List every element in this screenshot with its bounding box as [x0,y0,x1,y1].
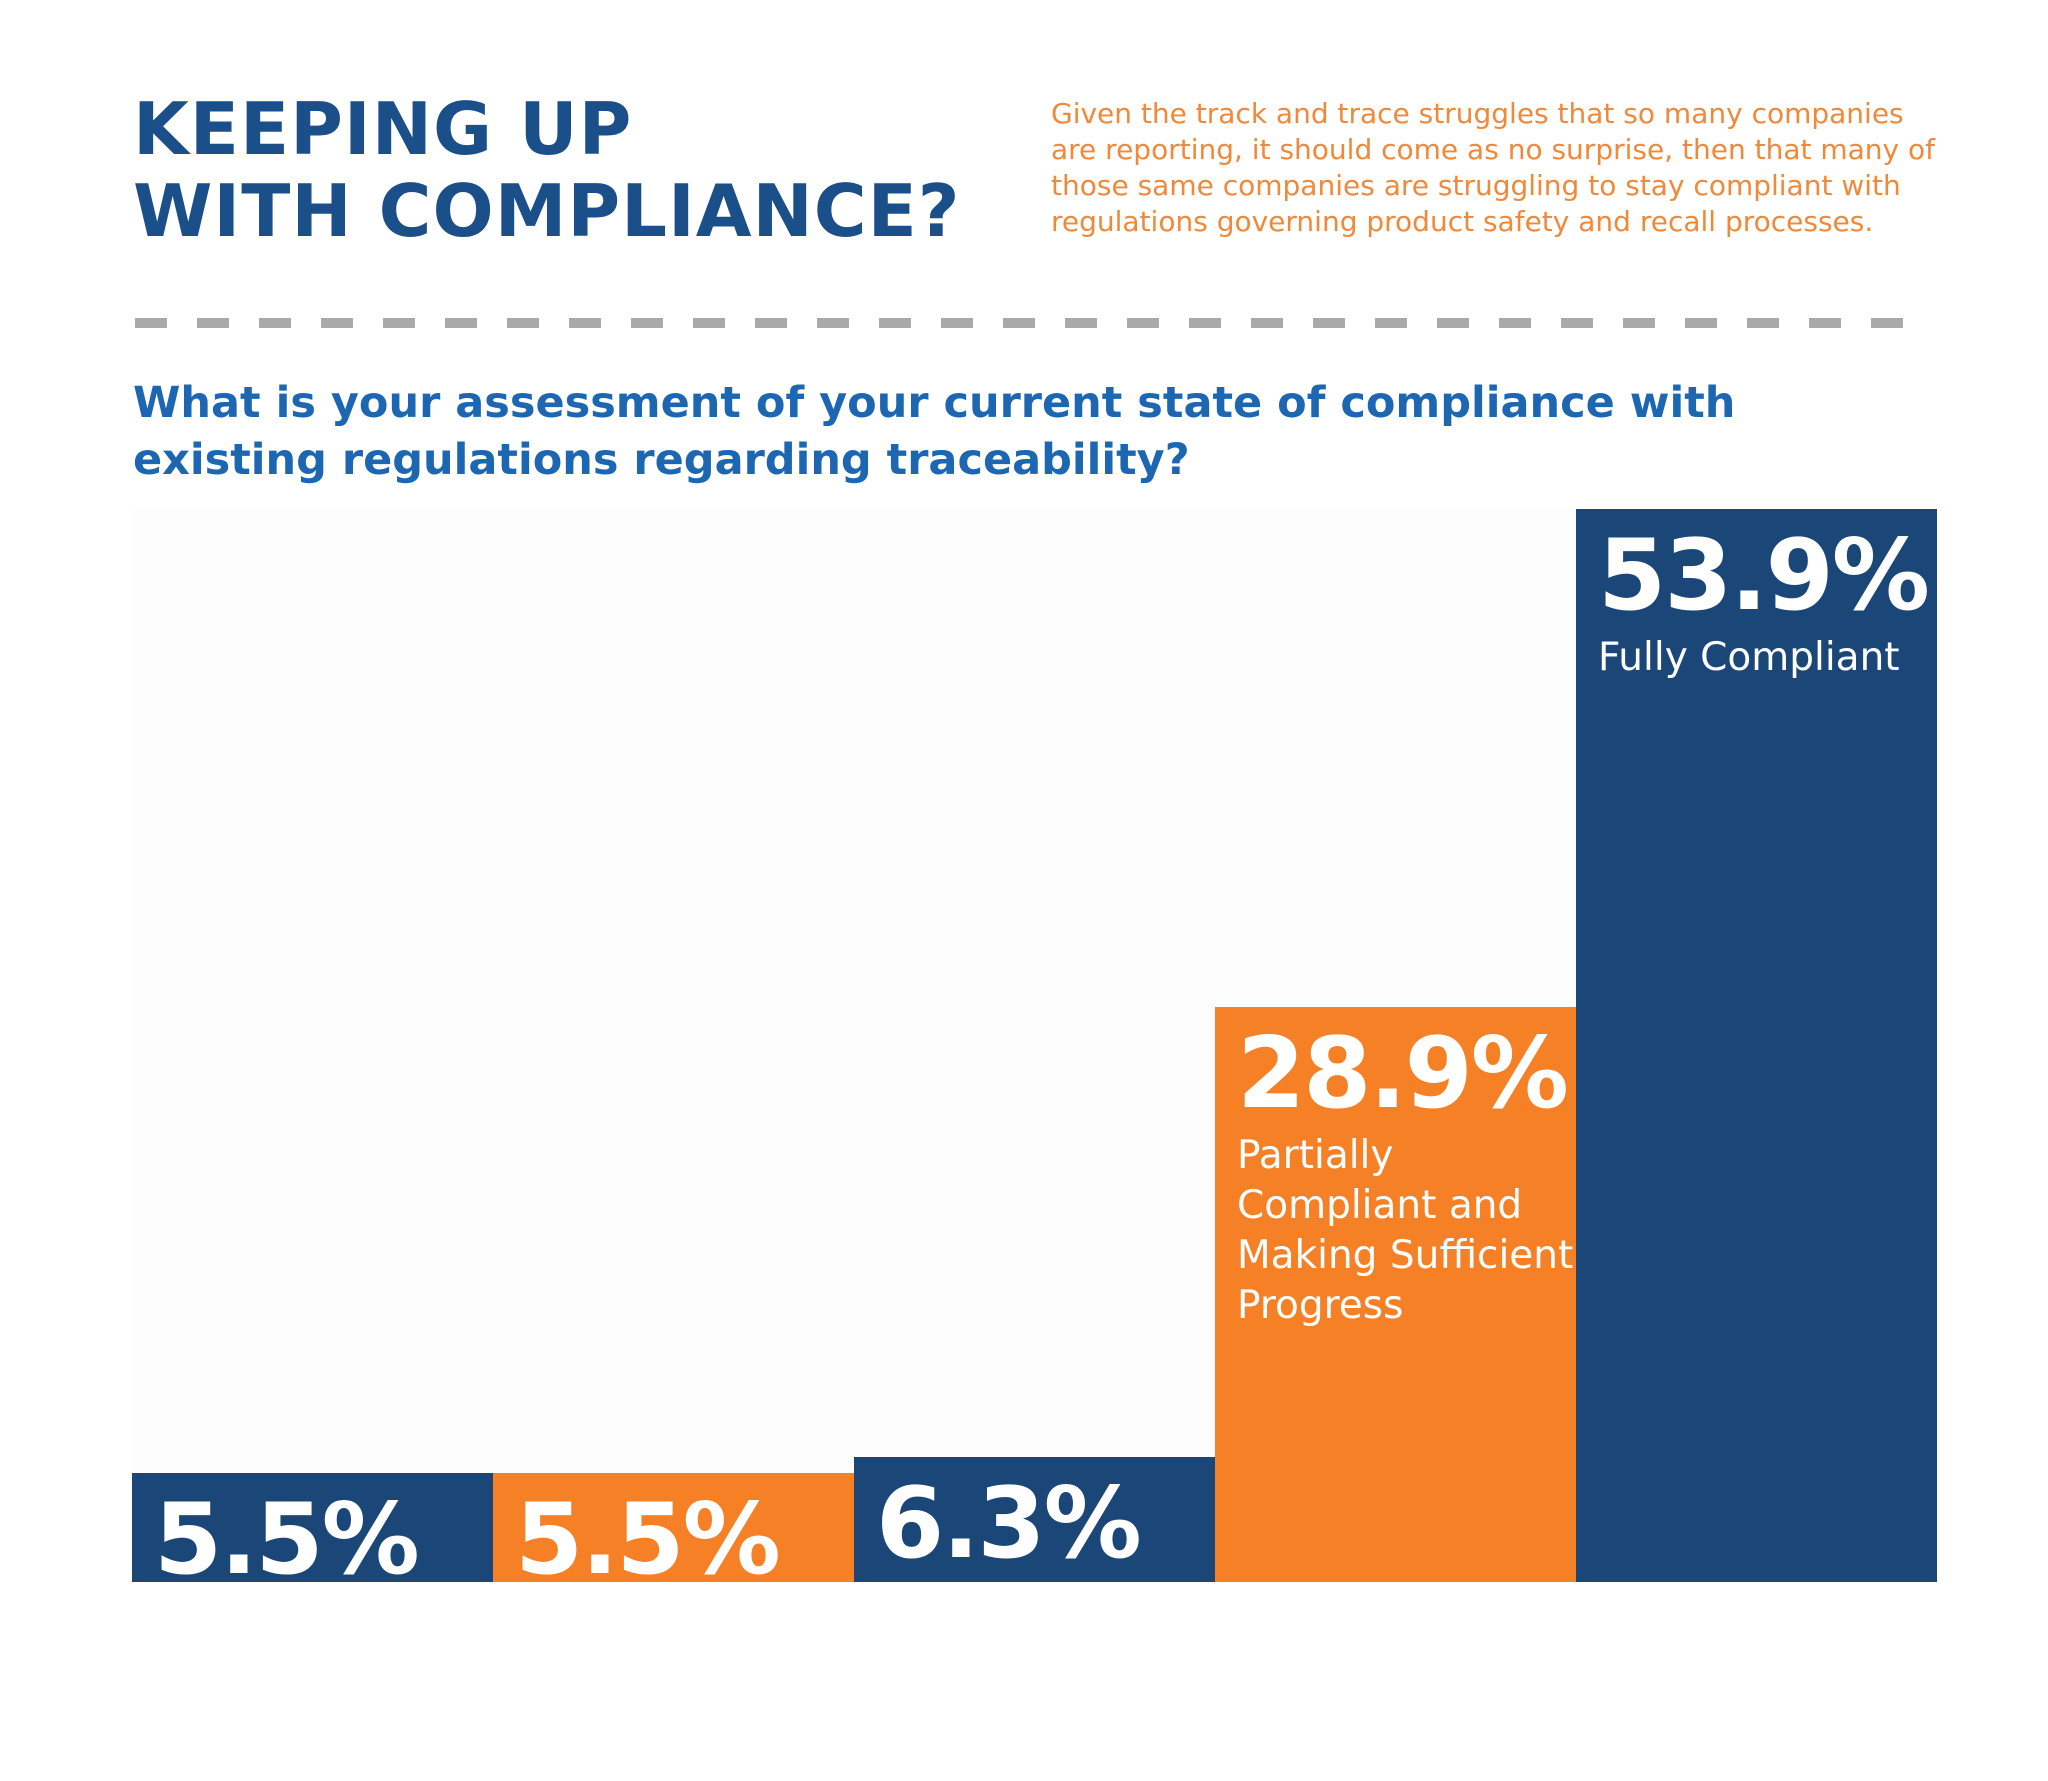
bar-value-label: 5.5% [515,1483,781,1597]
survey-question: What is your assessment of your current … [133,378,1736,485]
bar-value-label: 28.9% [1237,1017,1569,1131]
infographic-page: KEEPING UP WITH COMPLIANCE? Given the tr… [132,88,1938,1778]
bar-category-label: Fully Compliant [1598,635,1900,680]
bar-partially-compliant-and-making-sufficient-progress: 28.9% Partially Compliant and Making Suff… [1215,1007,1576,1582]
page-title-line-1: KEEPING UP [133,87,633,171]
bar-not-compliant: 5.5% Not Compliant [493,1473,854,1644]
bar-value-label: 6.3% [876,1467,1142,1581]
page-title-line-2: WITH COMPLIANCE? [133,169,961,253]
bar-value-label: 53.9% [1598,519,1930,633]
bar-chart-bars: 5.5% Uncertain 5.5% Not Compliant 6.3% Partia… [132,509,1938,1778]
bar-category-label: Partially Compliant but not Improving Fa… [876,1583,1153,1778]
bar-partially-compliant-but-not-improving-fast-enough: 6.3% Partially Compliant but not Improvin… [854,1457,1215,1778]
intro-paragraph: Given the track and trace struggles that… [1051,97,1935,238]
bar-chart: 5.5% Uncertain 5.5% Not Compliant 6.3% Partia… [132,509,1938,1778]
bar-category-label: Not Compliant [515,1599,796,1644]
bar-uncertain: 5.5% Uncertain [132,1473,493,1644]
bar-value-label: 5.5% [154,1483,420,1597]
bar-category-label: Partially Compliant and Making Sufficien… [1237,1133,1574,1328]
bar-category-label: Uncertain [154,1599,344,1644]
bar-fully-compliant: 53.9% Fully Compliant [1576,509,1937,1582]
page-title: KEEPING UP WITH COMPLIANCE? [133,88,961,252]
dashed-divider [135,318,1906,328]
